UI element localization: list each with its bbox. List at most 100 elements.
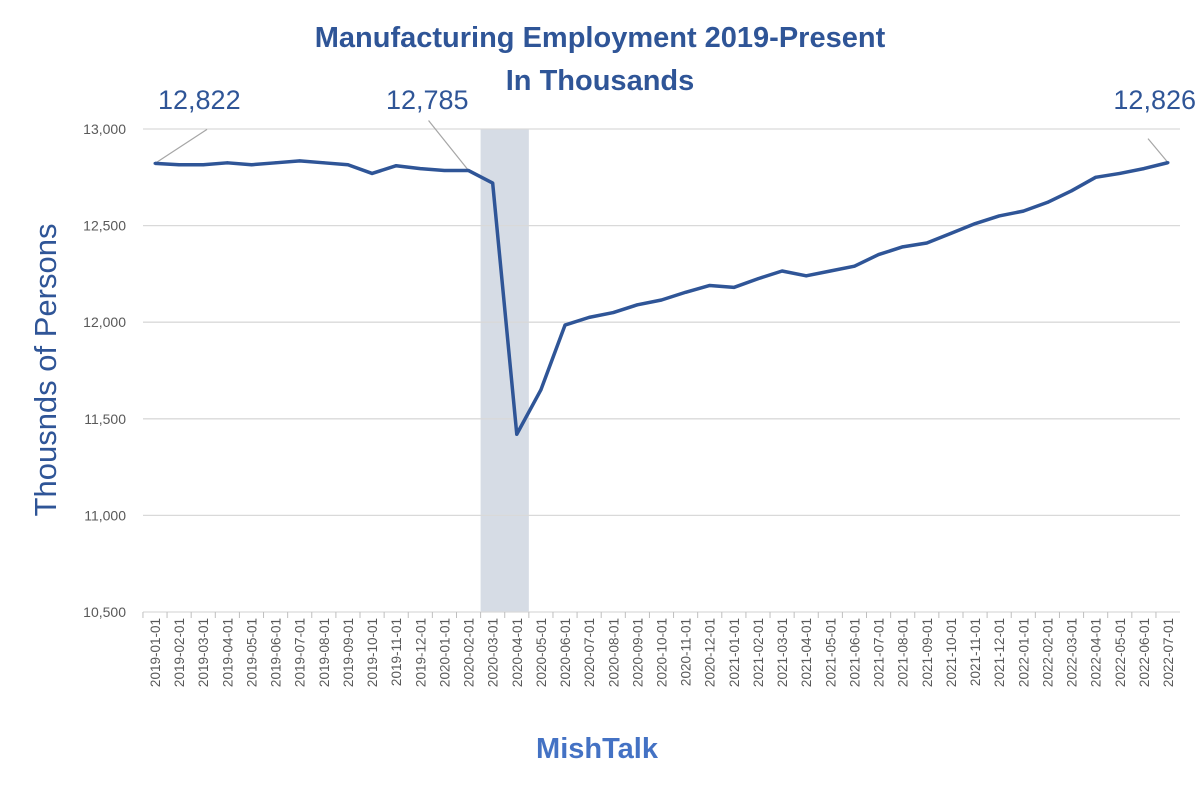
x-tick-label: 2020-09-01 [630, 618, 645, 687]
y-tick-label: 13,000 [83, 121, 126, 137]
x-tick-label: 2022-02-01 [1040, 618, 1055, 687]
x-tick-label: 2019-03-01 [196, 618, 211, 687]
x-tick-label: 2019-01-01 [148, 618, 163, 687]
x-tick-label: 2022-06-01 [1137, 618, 1152, 687]
chart-subtitle: In Thousands [506, 65, 695, 97]
annotation-leader [1147, 138, 1169, 164]
x-tick-label: 2021-09-01 [920, 618, 935, 687]
data-point [563, 323, 567, 327]
data-point [394, 164, 398, 168]
x-tick-label: 2021-01-01 [727, 618, 742, 687]
data-point [973, 222, 977, 226]
data-point [201, 163, 205, 167]
data-point [828, 269, 832, 273]
data-point [491, 181, 495, 185]
x-tick-label: 2020-10-01 [655, 618, 670, 687]
x-tick-label: 2020-01-01 [437, 618, 452, 687]
x-tick-label: 2019-02-01 [172, 618, 187, 687]
y-tick-label: 12,000 [83, 314, 126, 330]
data-point [467, 169, 471, 173]
data-point [515, 432, 519, 436]
y-axis-label: Thousnds of Persons [28, 224, 63, 517]
data-point [877, 253, 881, 257]
data-point [901, 245, 905, 249]
data-point [732, 285, 736, 289]
data-point [1094, 175, 1098, 179]
x-tick-label: 2019-10-01 [365, 618, 380, 687]
data-point [852, 264, 856, 268]
x-tick-label: 2019-12-01 [413, 618, 428, 687]
x-tick-label: 2020-06-01 [558, 618, 573, 687]
data-point [1070, 189, 1074, 193]
x-tick-label: 2021-12-01 [992, 618, 1007, 687]
x-tick-label: 2020-11-01 [679, 618, 694, 686]
data-point [274, 161, 278, 165]
x-tick-label: 2020-07-01 [582, 618, 597, 687]
data-point [1166, 161, 1170, 165]
data-point [1118, 171, 1122, 175]
x-tick-label: 2020-03-01 [486, 618, 501, 687]
data-point [635, 303, 639, 307]
employment-line [154, 159, 1169, 437]
x-tick-label: 2019-06-01 [269, 618, 284, 687]
x-tick-label: 2020-08-01 [606, 618, 621, 687]
annotation-label: 12,822 [158, 85, 241, 115]
x-tick-label: 2019-11-01 [389, 618, 404, 686]
x-tick-label: 2022-01-01 [1016, 618, 1031, 687]
x-tick-label: 2022-04-01 [1089, 618, 1104, 687]
data-point [611, 311, 615, 315]
x-tick-label: 2021-11-01 [968, 618, 983, 686]
x-tick-label: 2019-07-01 [293, 618, 308, 687]
data-point [684, 290, 688, 294]
data-point [418, 167, 422, 171]
recession-shading [480, 129, 529, 612]
data-point [539, 388, 543, 392]
data-point [225, 161, 229, 165]
data-point [249, 163, 253, 167]
x-tick-label: 2021-05-01 [823, 618, 838, 687]
x-axis-label: MishTalk [536, 733, 659, 765]
annotation-label: 12,826 [1113, 85, 1196, 115]
y-tick-label: 12,500 [83, 218, 126, 234]
x-tick-label: 2019-08-01 [317, 618, 332, 687]
data-point [1021, 209, 1025, 213]
chart-title: Manufacturing Employment 2019-Present [315, 22, 886, 54]
y-tick-label: 11,000 [84, 507, 126, 523]
x-tick-label: 2020-02-01 [462, 618, 477, 687]
x-tick-label: 2022-05-01 [1113, 618, 1128, 687]
annotation-label: 12,785 [386, 85, 469, 115]
x-tick-label: 2020-04-01 [510, 618, 525, 687]
data-point [346, 163, 350, 167]
annotation-leader [154, 128, 208, 164]
x-tick-label: 2021-08-01 [896, 618, 911, 687]
data-point [756, 277, 760, 281]
data-point [804, 274, 808, 278]
data-point [442, 169, 446, 173]
x-tick-label: 2019-09-01 [341, 618, 356, 687]
x-tick-label: 2019-05-01 [244, 618, 259, 687]
x-tick-label: 2019-04-01 [220, 618, 235, 687]
data-point [997, 214, 1001, 218]
x-tick-label: 2022-03-01 [1065, 618, 1080, 687]
x-tick-label: 2022-07-01 [1161, 618, 1176, 687]
x-tick-label: 2020-12-01 [703, 618, 718, 687]
data-point [153, 161, 157, 165]
data-point [322, 161, 326, 165]
data-point [587, 315, 591, 319]
data-point [780, 269, 784, 273]
data-point [1142, 167, 1146, 171]
x-tick-label: 2020-05-01 [534, 618, 549, 687]
data-point [660, 298, 663, 302]
data-point [370, 171, 374, 175]
data-point [708, 283, 712, 287]
x-tick-label: 2021-02-01 [751, 618, 766, 687]
data-point [298, 159, 302, 163]
data-point [949, 231, 953, 235]
y-tick-label: 10,500 [83, 604, 126, 620]
x-tick-label: 2021-03-01 [775, 618, 790, 687]
x-tick-label: 2021-04-01 [799, 618, 814, 687]
data-point [925, 241, 929, 245]
x-tick-label: 2021-06-01 [847, 618, 862, 687]
annotation-leader [428, 120, 470, 171]
